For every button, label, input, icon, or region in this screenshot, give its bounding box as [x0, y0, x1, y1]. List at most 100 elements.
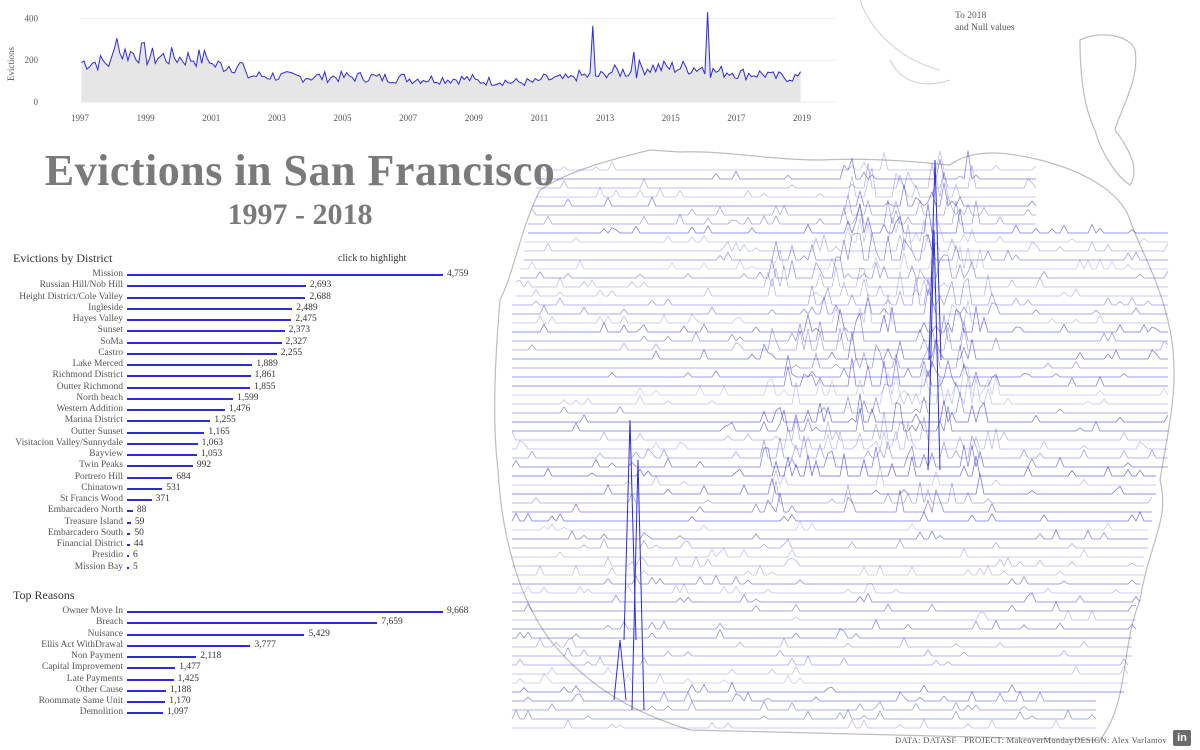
district-row-bar[interactable] — [127, 409, 225, 411]
reason-row-label: Other Cause — [75, 684, 123, 695]
ridge-line — [512, 537, 1148, 549]
district-row-bar[interactable] — [127, 274, 443, 276]
district-row-bar[interactable] — [127, 544, 130, 546]
reason-row[interactable]: Demolition 1,097 — [0, 707, 480, 718]
district-row-bar[interactable] — [127, 499, 152, 501]
reason-row-bar[interactable] — [127, 689, 166, 692]
reason-row[interactable]: Nuisance 5,429 — [0, 629, 480, 640]
reason-row[interactable]: Late Payments 1,425 — [0, 674, 480, 685]
district-row-bar[interactable] — [127, 296, 306, 299]
district-row-value: 2,688 — [309, 291, 331, 302]
ridge-line — [511, 411, 1168, 442]
district-row[interactable]: Chinatown 531 — [0, 483, 480, 494]
district-row-bar[interactable] — [127, 532, 131, 535]
district-row[interactable]: North beach 1,599 — [0, 393, 480, 404]
reason-row[interactable]: Breach 7,659 — [0, 617, 480, 628]
district-row-bar[interactable] — [127, 285, 306, 288]
district-row[interactable]: Treasure Island 59 — [0, 517, 480, 528]
reason-row[interactable]: Non Payment 2,118 — [0, 651, 480, 662]
district-row-bar[interactable] — [127, 352, 277, 355]
district-row[interactable]: Twin Peaks 992 — [0, 460, 480, 471]
district-row-bar[interactable] — [127, 555, 129, 558]
district-row-label: Twin Peaks — [79, 460, 123, 471]
ridge-line — [512, 293, 1168, 324]
district-row-bar[interactable] — [127, 330, 285, 333]
district-row-label: SoMa — [100, 336, 123, 347]
district-row-bar[interactable] — [127, 521, 131, 524]
ridge-line — [512, 628, 1132, 639]
reason-row-label: Demolition — [79, 707, 123, 718]
district-row[interactable]: Western Addition 1,476 — [0, 404, 480, 415]
district-row-bar[interactable] — [127, 307, 293, 310]
district-row-value: 1,165 — [208, 426, 230, 437]
district-row[interactable]: Castro 2,255 — [0, 348, 480, 359]
reason-row[interactable]: Owner Move In 9,668 — [0, 606, 480, 617]
district-row[interactable]: Visitacion Valley/Sunnydale 1,063 — [0, 438, 480, 449]
district-row-label: Presidio — [91, 550, 123, 561]
district-row-bar[interactable] — [127, 431, 205, 434]
reason-row-bar[interactable] — [127, 656, 197, 658]
district-row[interactable]: Presidio 6 — [0, 550, 480, 561]
district-row-bar[interactable] — [127, 397, 234, 400]
timeline-x-tick-label: 2007 — [399, 113, 418, 123]
district-row[interactable]: Embarcadero North 88 — [0, 505, 480, 516]
district-row[interactable]: Height District/Cole Valley 2,688 — [0, 292, 480, 303]
district-row[interactable]: Portrero Hill 684 — [0, 472, 480, 483]
district-row-bar[interactable] — [127, 364, 253, 366]
ridge-line — [512, 339, 1168, 370]
district-row[interactable]: Sunset 2,373 — [0, 325, 480, 336]
reason-row[interactable]: Other Cause 1,188 — [0, 685, 480, 696]
ridge-line — [540, 150, 1036, 180]
district-row-bar[interactable] — [127, 319, 292, 321]
ridge-line — [512, 665, 1129, 675]
district-row[interactable]: Hayes Valley 2,475 — [0, 314, 480, 325]
reason-row[interactable]: Capital Improvement 1,477 — [0, 662, 480, 673]
district-row-bar[interactable] — [127, 375, 251, 378]
timeline-y-axis-label: Evictions — [6, 47, 16, 81]
district-row-bar[interactable] — [127, 476, 173, 479]
reason-row-bar[interactable] — [127, 667, 176, 670]
district-row[interactable]: SoMa 2,327 — [0, 337, 480, 348]
reason-row-bar[interactable] — [127, 701, 166, 703]
district-row[interactable]: Embarcadero South 50 — [0, 528, 480, 539]
district-row-bar[interactable] — [127, 442, 198, 445]
footer-design[interactable]: DESIGN: Alex Varlamov — [1074, 735, 1168, 745]
district-row[interactable]: Marina District 1,255 — [0, 415, 480, 426]
district-row-bar[interactable] — [127, 420, 211, 423]
district-row-bar[interactable] — [127, 454, 197, 456]
reason-row-bar[interactable] — [127, 678, 174, 681]
district-row[interactable]: Ingleside 2,489 — [0, 303, 480, 314]
district-row[interactable]: Richmond District 1,861 — [0, 370, 480, 381]
district-row-bar[interactable] — [127, 487, 163, 490]
linkedin-icon[interactable]: in — [1173, 730, 1191, 746]
reason-row-bar[interactable] — [127, 633, 305, 636]
district-row[interactable]: Russian Hill/Nob Hill 2,693 — [0, 280, 480, 291]
district-row[interactable]: Outter Sunset 1,165 — [0, 427, 480, 438]
district-row-bar[interactable] — [127, 341, 282, 344]
district-row-label: Outter Richmond — [56, 381, 123, 392]
ridge-line — [520, 254, 1169, 280]
district-row[interactable]: Mission Bay 5 — [0, 562, 480, 573]
ridge-peak — [623, 419, 637, 641]
district-row[interactable]: St Francis Wood 371 — [0, 494, 480, 505]
reason-row-bar[interactable] — [127, 611, 443, 613]
district-row-bar[interactable] — [127, 386, 251, 389]
reason-row-bar[interactable] — [127, 622, 378, 625]
district-row-bar[interactable] — [127, 465, 193, 468]
district-row[interactable]: Lake Merced 1,889 — [0, 359, 480, 370]
district-row-bar[interactable] — [127, 566, 129, 569]
reason-row[interactable]: Roommate Same Unit 1,170 — [0, 696, 480, 707]
page-subtitle: 1997 - 2018 — [227, 198, 373, 231]
ridge-line — [512, 331, 1168, 361]
district-row[interactable]: Outter Richmond 1,855 — [0, 382, 480, 393]
reason-row[interactable]: Ellis Act WithDrawal 3,777 — [0, 640, 480, 651]
district-row-label: Height District/Cole Valley — [19, 291, 123, 302]
district-row[interactable]: Bayview 1,053 — [0, 449, 480, 460]
reason-row-bar[interactable] — [127, 644, 251, 647]
ridge-peak — [928, 159, 942, 361]
reason-row-bar[interactable] — [127, 712, 163, 715]
district-row[interactable]: Mission 4,759 — [0, 269, 480, 280]
district-row-bar[interactable] — [127, 510, 133, 513]
district-row[interactable]: Financial District 44 — [0, 539, 480, 550]
ridge-line — [512, 434, 1168, 460]
